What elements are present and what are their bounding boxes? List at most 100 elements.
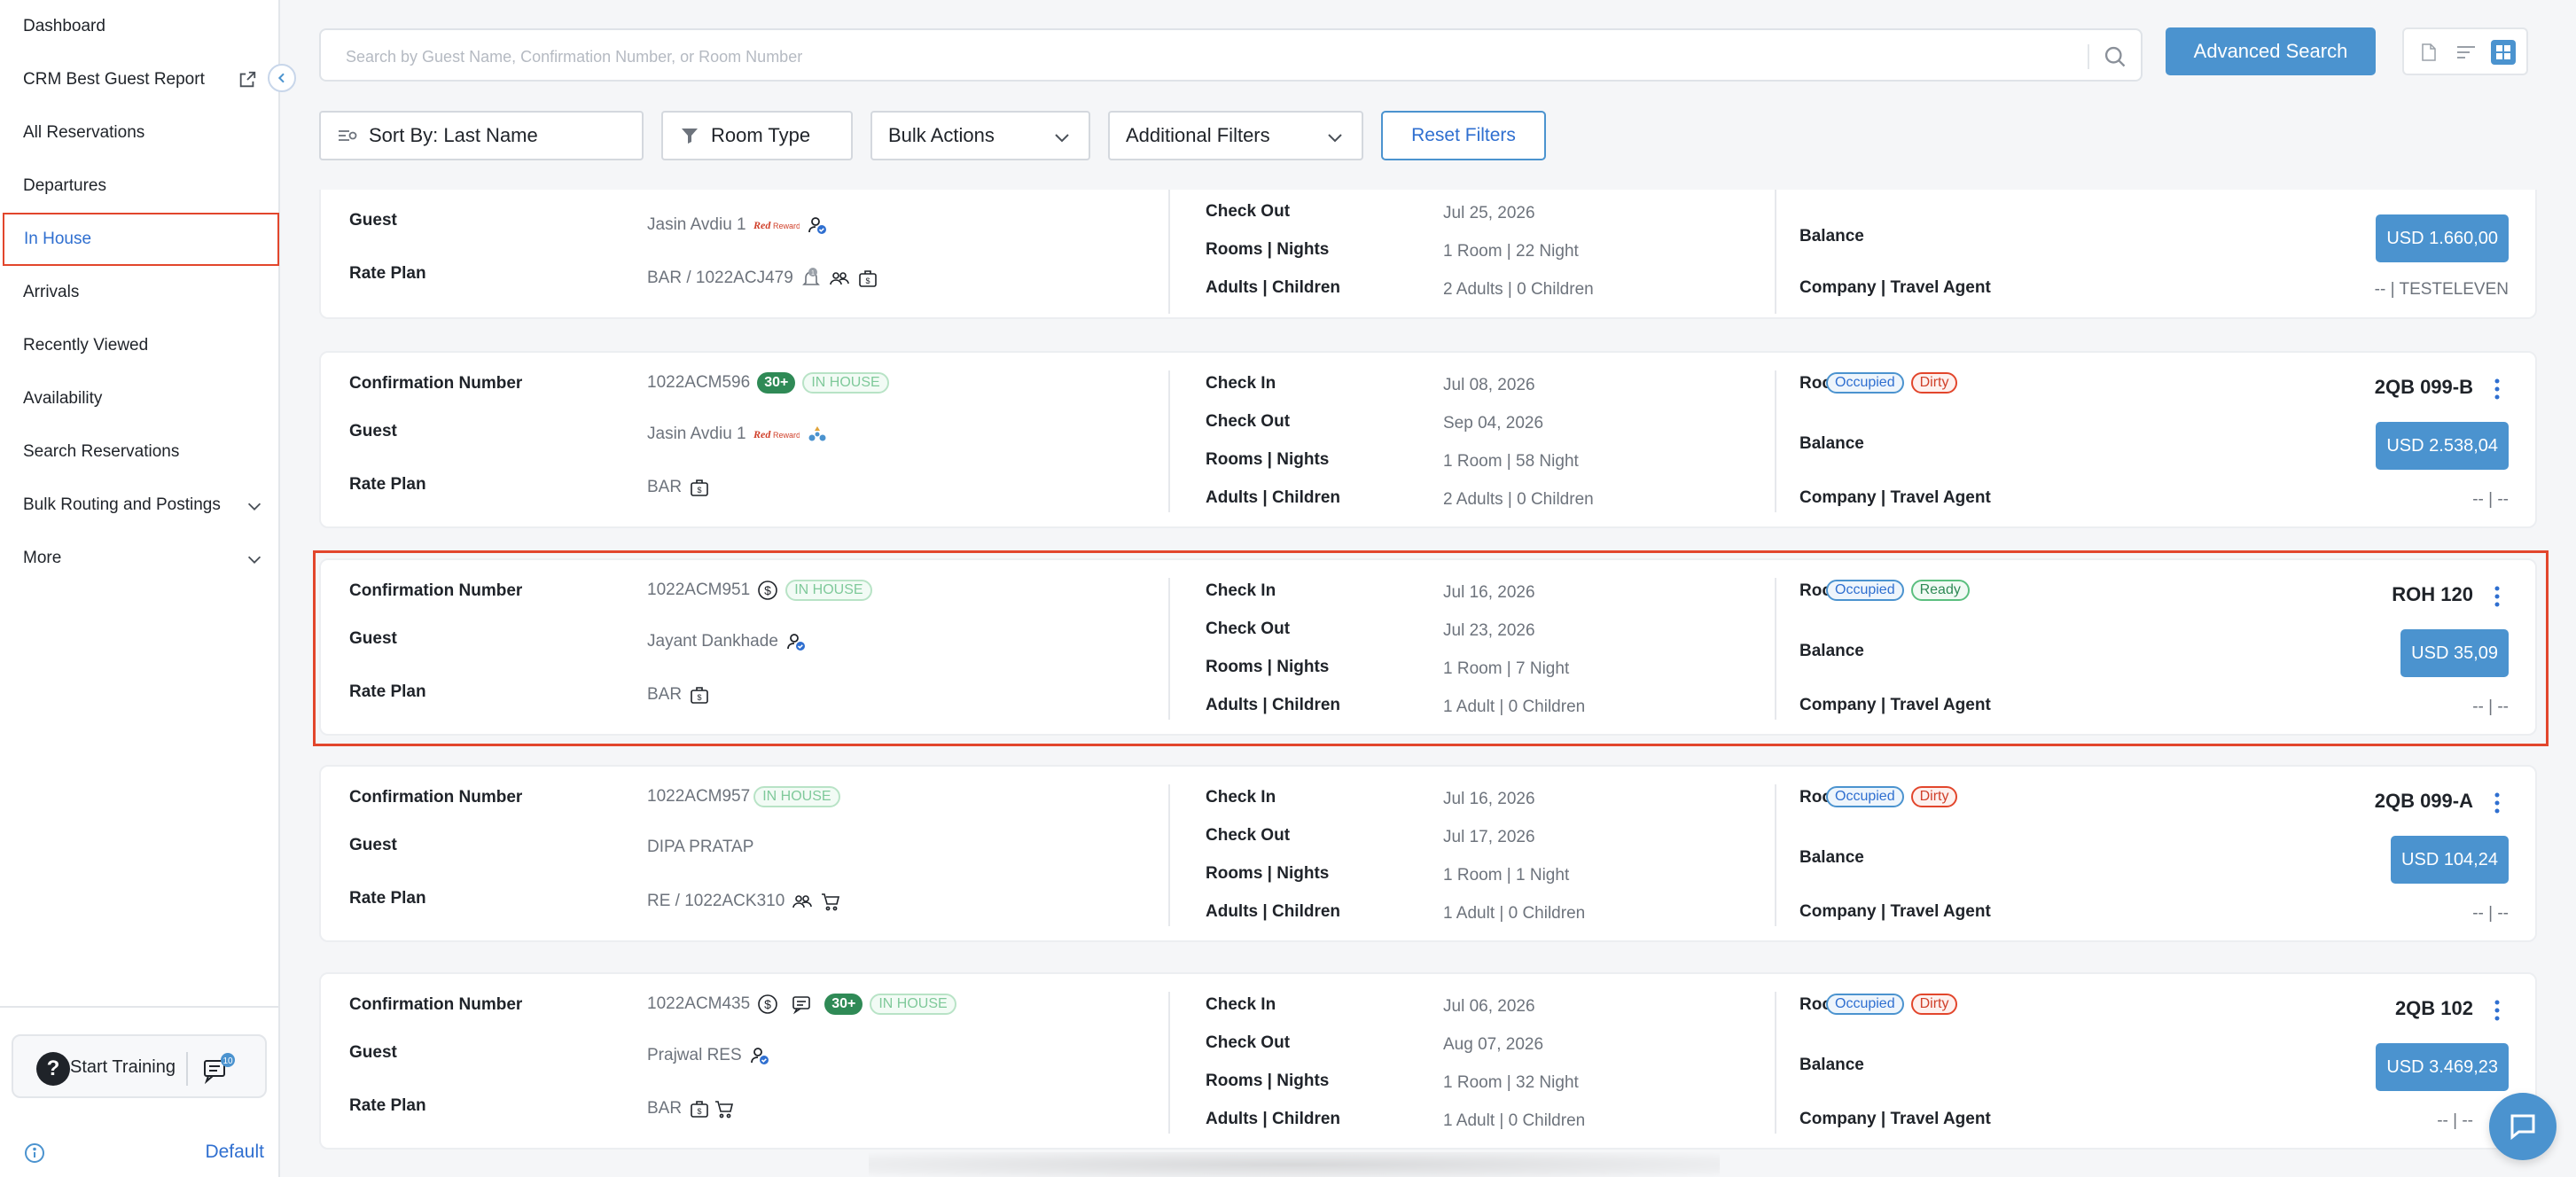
confirmation-number-label: Confirmation Number <box>349 995 523 1014</box>
view-toggle <box>2402 27 2528 75</box>
confirmation-value: 1022ACM957 IN HOUSE <box>647 786 840 807</box>
sidebar-item-label: Departures <box>23 176 106 195</box>
rate-plan-value: BAR $ <box>647 1098 735 1119</box>
sidebar-item-availability[interactable]: Availability <box>0 372 280 425</box>
confirmation-number[interactable]: 1022ACM435 <box>647 994 751 1013</box>
guest-value: Jasin Avdiu 1 RedRewards <box>647 214 828 236</box>
confirmation-number[interactable]: 1022ACM957 <box>647 787 751 806</box>
confirmation-number[interactable]: 1022ACM951 <box>647 581 751 599</box>
guest-name[interactable]: Jasin Avdiu 1 <box>647 215 746 234</box>
bulk-actions-dropdown[interactable]: Bulk Actions <box>870 111 1090 160</box>
check-in-value: Jul 16, 2026 <box>1443 583 1535 602</box>
grid-view-icon[interactable] <box>2491 40 2516 65</box>
start-training-button[interactable]: ? Start Training 10 <box>12 1034 267 1098</box>
list-view-icon[interactable] <box>2454 40 2478 65</box>
collapse-sidebar-button[interactable] <box>268 64 296 92</box>
sidebar-item-search-reservations[interactable]: Search Reservations <box>0 425 280 479</box>
sidebar-item-departures[interactable]: Departures <box>0 160 280 213</box>
advanced-search-button[interactable]: Advanced Search <box>2166 27 2376 75</box>
reset-filters-button[interactable]: Reset Filters <box>1381 111 1546 160</box>
check-out-label: Check Out <box>1206 412 1291 431</box>
reservation-card[interactable]: Confirmation Number 1022ACM951 $ IN HOUS… <box>319 558 2537 736</box>
chat-support-button[interactable] <box>2489 1093 2556 1160</box>
search-icon[interactable] <box>2103 44 2127 69</box>
balance-button[interactable]: USD 3.469,23 <box>2376 1043 2509 1091</box>
status-badge: IN HOUSE <box>802 372 889 394</box>
rewards-logo-icon: RedRewards <box>753 219 800 231</box>
document-view-icon[interactable] <box>2416 40 2441 65</box>
adults-children-value: 2 Adults | 0 Children <box>1443 280 1594 299</box>
confirmation-value: 1022ACM951 $ IN HOUSE <box>647 580 872 601</box>
sidebar-item-crm-best-guest-report[interactable]: CRM Best Guest Report <box>0 53 280 106</box>
guest-name[interactable]: DIPA PRATAP <box>647 838 754 856</box>
reservation-card[interactable]: Confirmation Number 1022ACM596 30+ IN HO… <box>319 351 2537 528</box>
sidebar-item-bulk-routing[interactable]: Bulk Routing and Postings <box>0 479 280 532</box>
confirmation-number[interactable]: 1022ACM596 <box>647 373 751 392</box>
guest-name[interactable]: Prajwal RES <box>647 1046 742 1064</box>
balance-button[interactable]: USD 104,24 <box>2391 836 2509 884</box>
svg-text:$: $ <box>865 277 870 285</box>
room-number[interactable]: 2QB 102 <box>2394 997 2473 1019</box>
search-input[interactable] <box>346 44 2030 69</box>
reservation-card[interactable]: Confirmation Number 1022ACM435 $ 30+ IN … <box>319 972 2537 1150</box>
sidebar-item-arrivals[interactable]: Arrivals <box>0 266 280 319</box>
check-out-label: Check Out <box>1206 1033 1291 1052</box>
adults-children-value: 1 Adult | 0 Children <box>1443 904 1586 923</box>
guest-label: Guest <box>349 422 397 440</box>
rate-plan-value: BAR $ <box>647 477 710 498</box>
adults-children-label: Adults | Children <box>1206 902 1341 921</box>
filter-icon <box>682 129 698 144</box>
room-number[interactable]: ROH 120 <box>2392 583 2473 605</box>
rate-plan-value: RE / 1022ACK310 <box>647 891 841 912</box>
housekeeping-badge: Dirty <box>1910 786 1958 807</box>
balance-button[interactable]: USD 1.660,00 <box>2376 214 2509 262</box>
check-out-value: Jul 25, 2026 <box>1443 204 1535 222</box>
external-link-icon[interactable] <box>238 70 257 90</box>
sidebar-item-label: Arrivals <box>23 283 80 301</box>
sort-by-dropdown[interactable]: Sort By: Last Name <box>319 111 644 160</box>
long-stay-badge: 30+ <box>757 372 796 394</box>
sidebar-item-in-house[interactable]: In House <box>3 213 279 266</box>
additional-filters-label: Additional Filters <box>1126 124 1270 146</box>
default-profile-link[interactable]: Default <box>205 1142 264 1162</box>
additional-filters-dropdown[interactable]: Additional Filters <box>1108 111 1363 160</box>
sidebar-item-label: More <box>23 549 62 567</box>
info-icon[interactable] <box>24 1142 45 1164</box>
package-icon: $ <box>691 1101 708 1118</box>
rooms-nights-value: 1 Room | 1 Night <box>1443 866 1570 885</box>
more-options-icon[interactable] <box>2493 585 2502 608</box>
more-options-icon[interactable] <box>2493 791 2502 815</box>
check-in-label: Check In <box>1206 374 1276 393</box>
divider <box>1168 190 1170 314</box>
room-type-filter[interactable]: Room Type <box>661 111 853 160</box>
balance-button[interactable]: USD 35,09 <box>2400 629 2509 677</box>
balance-button[interactable]: USD 2.538,04 <box>2376 422 2509 470</box>
more-options-icon[interactable] <box>2493 378 2502 401</box>
sidebar-item-label: In House <box>24 230 92 248</box>
more-options-icon[interactable] <box>2493 999 2502 1022</box>
reservation-card[interactable]: Guest Jasin Avdiu 1 RedRewards Rate Plan… <box>319 190 2537 319</box>
guest-name[interactable]: Jayant Dankhade <box>647 632 778 651</box>
cart-icon <box>822 893 840 911</box>
sidebar-item-all-reservations[interactable]: All Reservations <box>0 106 280 160</box>
guest-name[interactable]: Jasin Avdiu 1 <box>647 425 746 443</box>
guest-label: Guest <box>349 1043 397 1062</box>
sidebar-item-recently-viewed[interactable]: Recently Viewed <box>0 319 280 372</box>
divider <box>1775 992 1776 1134</box>
room-number[interactable]: 2QB 099-B <box>2374 376 2473 398</box>
rooms-nights-label: Rooms | Nights <box>1206 658 1330 676</box>
room-number[interactable]: 2QB 099-A <box>2374 790 2473 812</box>
bell-badge-count: 1 <box>811 270 815 277</box>
rate-plan-label: Rate Plan <box>349 1096 426 1115</box>
reservation-card[interactable]: Confirmation Number 1022ACM957 IN HOUSE … <box>319 765 2537 942</box>
sidebar-item-dashboard[interactable]: Dashboard <box>0 0 280 53</box>
sidebar-item-label: Availability <box>23 389 103 408</box>
chevron-down-icon <box>1055 134 1069 143</box>
sidebar-item-more[interactable]: More <box>0 532 280 585</box>
room-status-group: Occupied Dirty <box>1819 372 1958 394</box>
divider <box>2088 44 2089 69</box>
rate-plan-value: BAR / 1022ACJ479 1 $ <box>647 268 878 289</box>
occupancy-badge: Occupied <box>1826 372 1904 394</box>
chat-messages-icon[interactable]: 10 <box>201 1052 238 1086</box>
svg-text:Rewards: Rewards <box>773 222 800 230</box>
